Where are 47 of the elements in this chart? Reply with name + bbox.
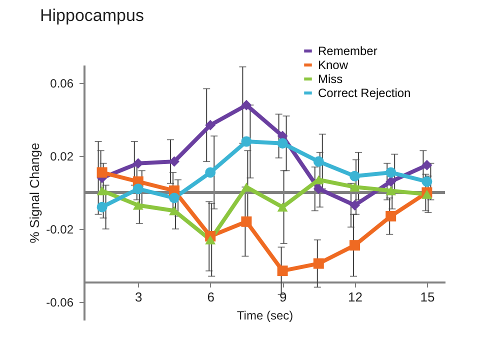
point — [277, 138, 288, 149]
legend-label: Correct Rejection — [318, 86, 411, 100]
point — [132, 200, 144, 210]
x-tick-label: 12 — [348, 290, 362, 304]
point — [277, 202, 288, 212]
point — [205, 120, 216, 130]
point — [96, 167, 108, 178]
point — [386, 167, 396, 178]
legend-label: Remember — [318, 44, 378, 58]
point — [422, 176, 432, 187]
point — [386, 210, 396, 222]
legend-label: Know — [318, 58, 348, 72]
point — [241, 216, 252, 227]
point — [386, 176, 396, 187]
legend-label: Miss — [318, 72, 343, 86]
y-tick-label: 0.02 — [50, 150, 74, 164]
y-axis-title: % Signal Change — [27, 142, 42, 244]
x-tick-label: 3 — [135, 290, 142, 304]
point — [132, 184, 144, 194]
point — [350, 200, 360, 210]
point — [205, 167, 216, 178]
point — [350, 240, 360, 251]
point — [350, 182, 360, 192]
y-tick-label: 0.06 — [50, 76, 74, 91]
x-tick-label: 15 — [420, 290, 435, 304]
point — [350, 170, 360, 182]
point — [96, 202, 108, 212]
point — [422, 160, 432, 170]
y-tick-label: -0.06 — [46, 295, 74, 310]
point — [169, 156, 180, 167]
point — [313, 258, 324, 269]
point — [132, 158, 144, 169]
chart-title: Hippocampus — [40, 6, 144, 25]
point — [241, 100, 252, 110]
point — [241, 136, 252, 147]
point — [241, 182, 252, 192]
x-axis-title: Time (sec) — [236, 308, 294, 322]
point — [422, 190, 432, 199]
point — [277, 266, 288, 276]
point — [313, 156, 324, 167]
x-tick-label: 6 — [207, 290, 214, 304]
point — [169, 192, 180, 204]
point — [96, 186, 108, 196]
y-tick-label: -0.02 — [46, 222, 74, 236]
point — [205, 235, 216, 244]
point — [386, 186, 396, 196]
point — [313, 184, 324, 194]
